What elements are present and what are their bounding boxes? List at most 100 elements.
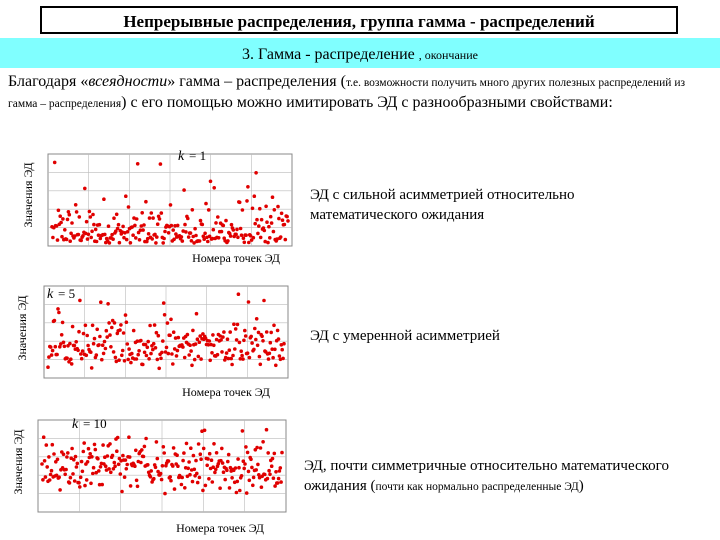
data-point <box>175 453 179 457</box>
data-point <box>218 486 222 490</box>
data-point <box>174 354 179 358</box>
data-point <box>172 347 177 351</box>
scatter-plot-k1: Значения ЭД k = 1 Номера точек ЭД <box>20 150 300 268</box>
data-point <box>265 220 269 224</box>
data-point <box>135 339 140 343</box>
intro-italic: всеядности <box>88 73 168 90</box>
data-point <box>107 321 111 325</box>
data-point <box>69 357 73 361</box>
data-point <box>201 332 205 336</box>
data-point <box>240 429 245 433</box>
data-point <box>183 222 187 227</box>
data-point <box>142 350 147 355</box>
data-point <box>256 462 260 467</box>
data-point <box>60 320 65 325</box>
data-point <box>276 337 281 341</box>
data-point <box>281 356 285 361</box>
data-point <box>61 340 66 345</box>
data-point <box>130 225 134 229</box>
data-point <box>153 465 158 470</box>
data-point <box>186 235 191 239</box>
plot-points <box>40 427 284 496</box>
data-point <box>61 452 66 457</box>
data-point <box>238 488 242 493</box>
data-point <box>239 233 244 237</box>
data-point <box>46 365 50 369</box>
data-point <box>100 357 104 362</box>
k-value: = 10 <box>83 416 107 431</box>
data-point <box>208 358 212 363</box>
data-point <box>251 235 256 240</box>
data-point <box>92 336 97 341</box>
data-point <box>121 331 126 335</box>
data-point <box>84 219 89 224</box>
data-point <box>171 330 176 334</box>
data-point <box>54 473 59 478</box>
data-point <box>72 457 76 462</box>
data-point <box>148 323 152 328</box>
data-point <box>151 216 155 220</box>
data-point <box>245 450 250 455</box>
data-point <box>134 478 139 483</box>
data-point <box>269 221 274 225</box>
data-point <box>68 475 73 480</box>
data-point <box>161 241 165 245</box>
data-point <box>86 446 91 451</box>
data-point <box>97 343 101 347</box>
data-point <box>153 346 158 350</box>
intro-text-2: » гамма – распределения ( <box>167 73 346 90</box>
data-point <box>114 359 119 364</box>
data-point <box>47 455 51 459</box>
data-point <box>44 443 49 447</box>
data-point <box>147 216 152 220</box>
data-point <box>273 347 277 352</box>
data-point <box>280 450 284 455</box>
data-point <box>184 441 189 446</box>
data-point <box>186 216 190 221</box>
data-point <box>282 222 287 227</box>
data-point <box>89 235 93 240</box>
data-point <box>55 352 59 357</box>
scatter-plot-k10: Значения ЭД k = 10 Номера точек ЭД <box>10 410 292 538</box>
data-point <box>105 335 109 339</box>
data-point <box>253 326 257 331</box>
data-point <box>175 348 180 353</box>
data-point <box>127 435 131 439</box>
data-point <box>234 490 239 495</box>
data-point <box>194 311 199 316</box>
data-point <box>216 236 221 240</box>
data-point <box>114 229 118 233</box>
data-point <box>198 334 202 338</box>
data-point <box>68 341 72 346</box>
data-point <box>179 482 184 487</box>
data-point <box>244 491 249 495</box>
data-point <box>237 340 242 345</box>
data-point <box>194 233 198 238</box>
data-point <box>116 222 121 227</box>
data-point <box>123 458 128 462</box>
data-point <box>58 345 62 349</box>
data-point <box>57 475 61 480</box>
data-point <box>216 462 221 466</box>
subtitle-main: 3. Гамма - распределение <box>242 46 415 63</box>
data-point <box>144 199 148 204</box>
data-point <box>96 233 101 237</box>
data-point <box>155 222 160 226</box>
data-point <box>89 366 94 370</box>
data-point <box>126 357 130 362</box>
data-point <box>154 440 159 444</box>
data-point <box>163 229 167 234</box>
data-point <box>211 227 216 232</box>
data-point <box>268 214 273 219</box>
data-point <box>109 345 113 349</box>
data-point <box>239 349 243 353</box>
data-point <box>180 475 184 480</box>
data-point <box>233 327 238 331</box>
data-point <box>255 217 259 222</box>
data-point <box>246 185 250 189</box>
data-point <box>195 471 199 476</box>
data-point <box>192 467 197 472</box>
data-point <box>134 448 138 453</box>
data-point <box>99 300 103 304</box>
data-point <box>195 480 200 485</box>
